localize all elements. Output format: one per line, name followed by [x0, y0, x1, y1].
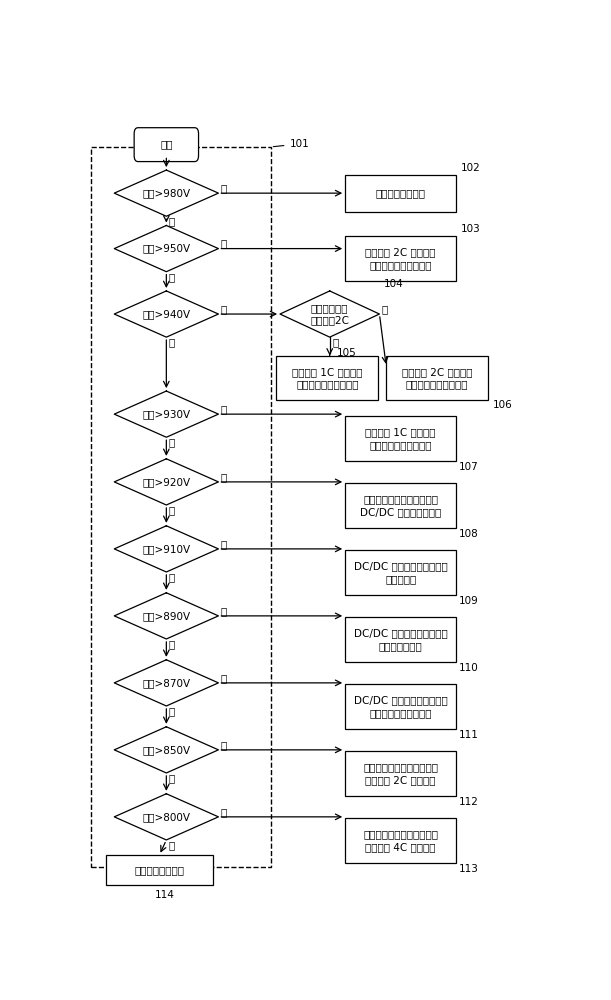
Text: 母线电压过低故障: 母线电压过低故障: [134, 865, 185, 875]
Text: 105: 105: [337, 348, 357, 358]
Text: 否: 否: [169, 337, 175, 347]
Text: 电压>910V: 电压>910V: [142, 544, 191, 554]
Text: 电压>920V: 电压>920V: [142, 477, 191, 487]
Text: 否: 否: [169, 216, 175, 226]
Text: 电压>940V: 电压>940V: [142, 309, 191, 319]
Text: 103: 103: [461, 224, 481, 234]
Text: 电压>890V: 电压>890V: [142, 611, 191, 621]
Text: 否: 否: [169, 773, 175, 783]
Text: 否: 否: [332, 337, 338, 347]
Text: 是: 是: [221, 183, 227, 193]
Text: 是: 是: [382, 304, 388, 314]
Text: 是: 是: [221, 606, 227, 616]
Text: 106: 106: [493, 400, 513, 410]
Bar: [345, 416, 456, 461]
Bar: [345, 751, 456, 796]
Bar: [345, 684, 456, 729]
Text: 113: 113: [459, 864, 478, 874]
Text: 111: 111: [459, 730, 478, 740]
Text: 107: 107: [459, 462, 478, 472]
Bar: [345, 236, 456, 281]
Text: 否: 否: [169, 505, 175, 515]
Text: 102: 102: [461, 163, 481, 173]
Bar: [345, 550, 456, 595]
Bar: [345, 617, 456, 662]
Text: 电压>950V: 电压>950V: [142, 244, 191, 254]
Text: 电压>870V: 电压>870V: [142, 678, 191, 688]
Text: 是: 是: [221, 539, 227, 549]
Text: 104: 104: [384, 279, 404, 289]
Text: 电池组以 2C 充电，超
级电容以最大功率充电: 电池组以 2C 充电，超 级电容以最大功率充电: [365, 247, 436, 270]
Text: 电压>980V: 电压>980V: [142, 188, 191, 198]
Text: 否: 否: [169, 706, 175, 716]
Text: 超级电容最大功率放电，锂
电池组以 4C 倍率放电: 超级电容最大功率放电，锂 电池组以 4C 倍率放电: [364, 830, 438, 852]
Text: 电池组以 1C 充电，超
级电容以最大功率充电: 电池组以 1C 充电，超 级电容以最大功率充电: [292, 367, 362, 389]
Text: 电池组以 1C 充电，超
级电容以最大功率充电: 电池组以 1C 充电，超 级电容以最大功率充电: [365, 428, 436, 450]
Text: 110: 110: [459, 663, 478, 673]
Bar: [90, 147, 271, 867]
Text: 否: 否: [169, 639, 175, 649]
Text: 是: 是: [221, 740, 227, 750]
Bar: [345, 818, 456, 863]
Text: 是: 是: [221, 673, 227, 683]
Text: 是: 是: [221, 304, 227, 314]
Text: 是: 是: [221, 472, 227, 482]
Text: 112: 112: [459, 797, 478, 807]
Text: 否: 否: [169, 272, 175, 282]
Text: DC/DC 工作在恒压模式，超
级电容充电: DC/DC 工作在恒压模式，超 级电容充电: [354, 562, 448, 584]
Text: 电压>850V: 电压>850V: [142, 745, 191, 755]
Text: 电压>800V: 电压>800V: [142, 812, 191, 822]
Text: 是: 是: [221, 404, 227, 414]
Bar: [106, 855, 213, 885]
Text: 电池组以 2C 充电，超
级电容以最大功率充电: 电池组以 2C 充电，超 级电容以最大功率充电: [402, 367, 472, 389]
Bar: [386, 356, 488, 400]
Text: DC/DC 工作在恒压模式，超
级电容功率跟随: DC/DC 工作在恒压模式，超 级电容功率跟随: [354, 629, 448, 651]
Bar: [345, 483, 456, 528]
Text: 是: 是: [221, 239, 227, 249]
Text: 上一步电池充
电倍率为2C: 上一步电池充 电倍率为2C: [310, 303, 349, 325]
Text: 系统电压过高故障: 系统电压过高故障: [376, 188, 426, 198]
Text: 114: 114: [155, 890, 174, 900]
Text: 超级电容以最大功率充电，
DC/DC 工作在恒流模式: 超级电容以最大功率充电， DC/DC 工作在恒流模式: [360, 495, 441, 517]
FancyBboxPatch shape: [134, 128, 199, 162]
Text: 开始: 开始: [160, 140, 172, 150]
Text: 电压>930V: 电压>930V: [142, 409, 191, 419]
Text: 109: 109: [459, 596, 478, 606]
Text: 否: 否: [169, 840, 175, 850]
Text: 超级电容最大功率放电，锂
电池组以 2C 倍率放电: 超级电容最大功率放电，锂 电池组以 2C 倍率放电: [364, 763, 438, 785]
Text: 108: 108: [459, 529, 478, 539]
Text: 否: 否: [169, 572, 175, 582]
Text: DC/DC 工作在恒流模式，超
级电容以最大功率放电: DC/DC 工作在恒流模式，超 级电容以最大功率放电: [354, 696, 448, 718]
Bar: [345, 175, 456, 212]
Text: 否: 否: [169, 437, 175, 447]
Bar: [276, 356, 378, 400]
Text: 是: 是: [221, 807, 227, 817]
Text: 101: 101: [273, 139, 309, 149]
